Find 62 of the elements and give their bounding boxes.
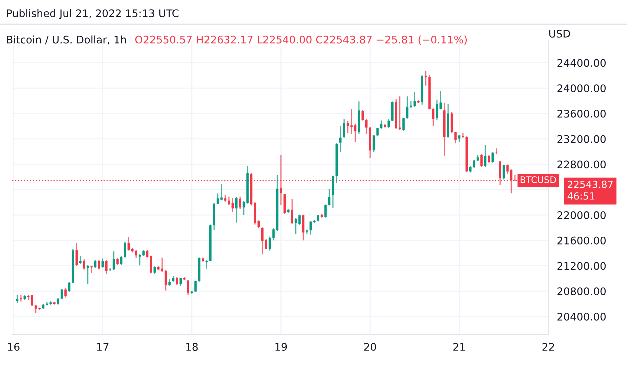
candlestick bbox=[20, 294, 22, 302]
candlestick bbox=[414, 92, 416, 108]
candlestick bbox=[436, 100, 438, 121]
x-tick-label: 20 bbox=[364, 343, 376, 352]
candlestick bbox=[391, 101, 394, 122]
candlestick bbox=[332, 175, 334, 209]
candlestick bbox=[235, 196, 238, 224]
chart-subtitle: O22550.57 H22632.17 L22540.00 C22543.87 −25.81 (−0.11%) bbox=[136, 36, 467, 46]
candlestick bbox=[187, 279, 190, 296]
candlestick bbox=[31, 294, 34, 307]
y-tick-label: 24400.00 bbox=[558, 59, 606, 68]
candlestick bbox=[369, 126, 372, 159]
y-axis-title: USD bbox=[550, 30, 570, 38]
x-tick-label: 18 bbox=[186, 343, 198, 352]
candlestick bbox=[90, 265, 93, 274]
y-tick-label: 24000.00 bbox=[558, 84, 606, 92]
x-tick-label: 22 bbox=[542, 343, 554, 351]
y-tick-label: 23600.00 bbox=[558, 110, 606, 118]
candlestick bbox=[261, 227, 264, 256]
x-tick-label: 21 bbox=[454, 343, 466, 351]
candlestick bbox=[83, 259, 86, 270]
y-tick-label: 21200.00 bbox=[558, 262, 606, 270]
x-tick-label: 19 bbox=[276, 343, 288, 352]
x-tick-label: 17 bbox=[97, 343, 109, 351]
candlestick bbox=[350, 108, 353, 135]
text: 22543.87 bbox=[568, 180, 613, 188]
text: Published Jul 21, 2022 15:13 UTC bbox=[7, 9, 179, 20]
candlestick bbox=[239, 196, 242, 210]
candlestick bbox=[102, 258, 104, 268]
candlestick bbox=[324, 204, 327, 218]
candlestick bbox=[105, 260, 108, 275]
y-tick-label: 20800.00 bbox=[558, 288, 606, 296]
chart-title: Bitcoin / U.S. Dollar, 1h bbox=[7, 36, 126, 45]
candlestick bbox=[346, 120, 350, 134]
candlestick bbox=[150, 255, 152, 274]
candlestick bbox=[365, 118, 368, 135]
candlestick bbox=[480, 154, 483, 168]
candlestick bbox=[343, 118, 346, 138]
y-tick-label: 23200.00 bbox=[558, 135, 606, 144]
candlestick bbox=[339, 126, 342, 153]
candlestick bbox=[298, 214, 301, 226]
ref-line-label: BTCUSD bbox=[520, 176, 556, 184]
candlestick bbox=[213, 202, 216, 232]
candlestick bbox=[447, 104, 450, 138]
y-tick-label: 21600.00 bbox=[558, 236, 606, 245]
candlestick bbox=[64, 288, 67, 298]
candlestick bbox=[194, 280, 197, 293]
candlestick bbox=[291, 198, 294, 225]
y-tick-label: 22000.00 bbox=[558, 211, 606, 220]
candlestick bbox=[402, 118, 405, 132]
candlestick bbox=[216, 193, 220, 206]
candlestick bbox=[220, 184, 223, 202]
candlestick bbox=[306, 229, 308, 235]
text: 46:51 bbox=[568, 192, 595, 200]
candlestick bbox=[358, 101, 360, 135]
candlestick bbox=[98, 260, 100, 270]
x-tick-label: 16 bbox=[8, 343, 20, 352]
candlestick bbox=[410, 100, 412, 109]
candlestick bbox=[454, 132, 457, 144]
y-tick-label: 22800.00 bbox=[558, 160, 606, 169]
candlestick bbox=[124, 241, 126, 258]
y-tick-label: 20400.00 bbox=[558, 312, 606, 321]
